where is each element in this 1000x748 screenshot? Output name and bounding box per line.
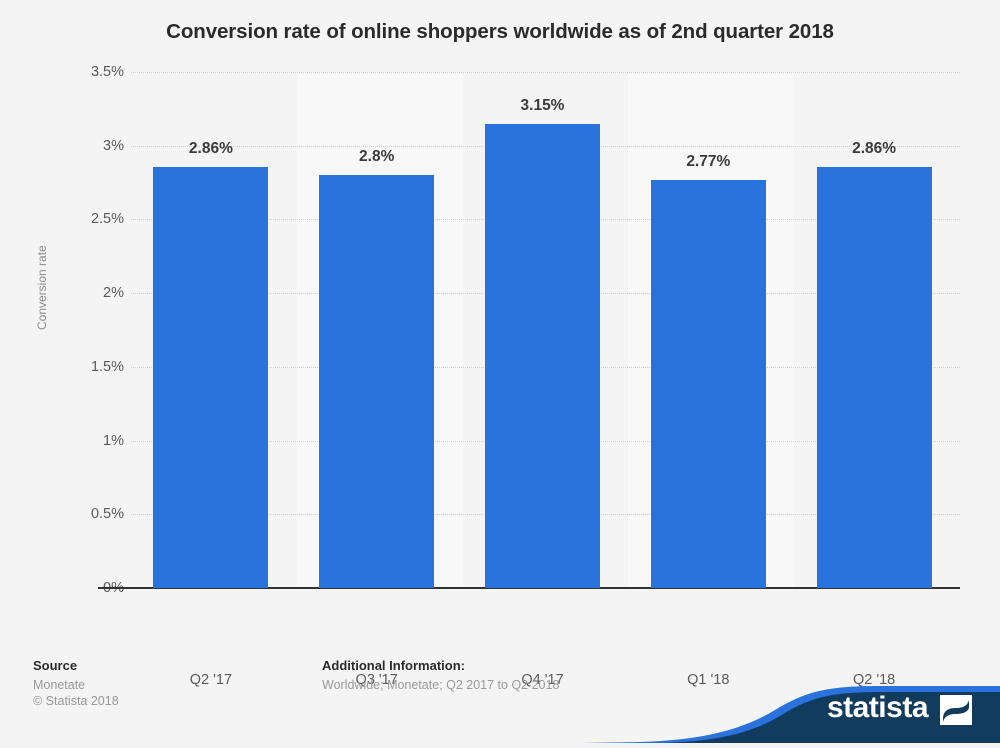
x-axis-tick-1: Q3 '17 — [355, 672, 398, 688]
y-axis-tick-4: 2% — [103, 285, 124, 302]
copyright-text: © Statista 2018 — [33, 694, 119, 708]
bar-value-label: 3.15% — [520, 96, 565, 114]
source-block: Source Monetate © Statista 2018 — [33, 658, 119, 709]
bar-series: 2.86% 2.8% 3.15% 2.77% 2.86% Q2 '17 Q3 '… — [131, 72, 960, 688]
statista-logo-swoosh — [580, 686, 1000, 743]
y-axis-tick-1: 0.5% — [90, 506, 124, 523]
gridline — [131, 72, 960, 73]
page-title: Conversion rate of online shoppers world… — [166, 20, 834, 43]
bar-value-label: 2.77% — [686, 152, 731, 170]
bar[interactable] — [319, 175, 435, 588]
y-axis-tick-2: 1% — [103, 432, 124, 449]
y-axis-tick-7: 3.5% — [90, 64, 124, 80]
bar[interactable] — [816, 166, 932, 588]
source-heading: Source — [33, 658, 78, 673]
statista-logo-glyph — [940, 695, 972, 725]
y-axis: Conversion rate 0% 0.5% 1% 1.5% 2% 2.5% … — [35, 64, 124, 596]
x-axis-tick-4: Q2 '18 — [852, 672, 896, 688]
x-axis-tick-3: Q1 '18 — [687, 672, 730, 688]
statista-logo[interactable]: statista — [580, 670, 1000, 743]
bar[interactable] — [485, 123, 600, 588]
additional-information-text: Worldwide; Monetate; Q2 2017 to Q2 2018 — [322, 678, 560, 692]
bar[interactable] — [153, 166, 269, 588]
y-axis-tick-3: 1.5% — [90, 358, 124, 375]
bar-value-label: 2.86% — [188, 139, 233, 157]
bar-value-label: 2.8% — [359, 148, 395, 166]
x-axis-tick-2: Q4 '17 — [521, 672, 564, 688]
y-axis-tick-5: 2.5% — [90, 211, 124, 228]
y-axis-title: Conversion rate — [35, 245, 49, 330]
statista-wordmark: statista — [826, 691, 929, 724]
source-name: Monetate — [33, 678, 86, 692]
x-axis-tick-0: Q2 '17 — [189, 672, 233, 688]
additional-information-heading: Additional Information: — [322, 658, 465, 673]
y-axis-tick-6: 3% — [103, 137, 124, 154]
bar-value-label: 2.86% — [852, 139, 897, 157]
additional-information-block: Additional Information: Worldwide; Monet… — [322, 658, 559, 693]
x-axis-line — [98, 587, 960, 589]
bar[interactable] — [650, 179, 766, 588]
footer: Source Monetate © Statista 2018 Addition… — [0, 650, 1000, 743]
